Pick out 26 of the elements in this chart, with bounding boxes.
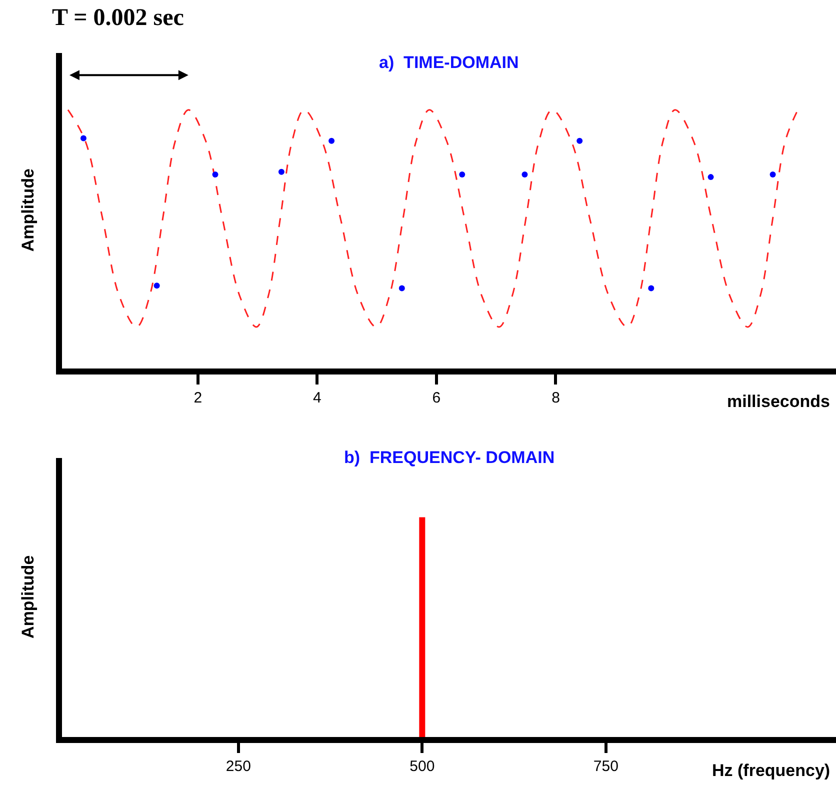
x-tick-label: 2 xyxy=(194,389,202,406)
y-axis-title: Amplitude xyxy=(18,555,38,638)
point xyxy=(80,135,86,142)
text: T = 0.002 sec xyxy=(52,5,184,31)
chart-title: b) FREQUENCY- DOMAIN xyxy=(344,448,555,467)
x-tick-label: 8 xyxy=(552,389,560,406)
point xyxy=(278,168,284,175)
x-tick-label: 500 xyxy=(410,758,435,775)
point xyxy=(212,171,218,178)
point xyxy=(770,171,776,178)
point xyxy=(459,171,466,178)
point xyxy=(648,285,654,292)
x-axis-title: Hz (frequency) xyxy=(712,761,830,780)
point xyxy=(328,138,335,144)
x-tick-label: 250 xyxy=(226,758,251,775)
x-tick-label: 4 xyxy=(313,389,322,406)
point xyxy=(398,285,405,292)
point xyxy=(154,282,160,289)
point xyxy=(522,171,528,178)
point xyxy=(708,174,714,180)
y-axis-title: Amplitude xyxy=(18,168,38,252)
x-axis-title: milliseconds xyxy=(727,392,830,411)
x-tick-label: 6 xyxy=(432,389,441,406)
chart-title: a) TIME-DOMAIN xyxy=(379,53,519,72)
x-tick-label: 750 xyxy=(593,758,618,775)
point xyxy=(576,138,583,144)
